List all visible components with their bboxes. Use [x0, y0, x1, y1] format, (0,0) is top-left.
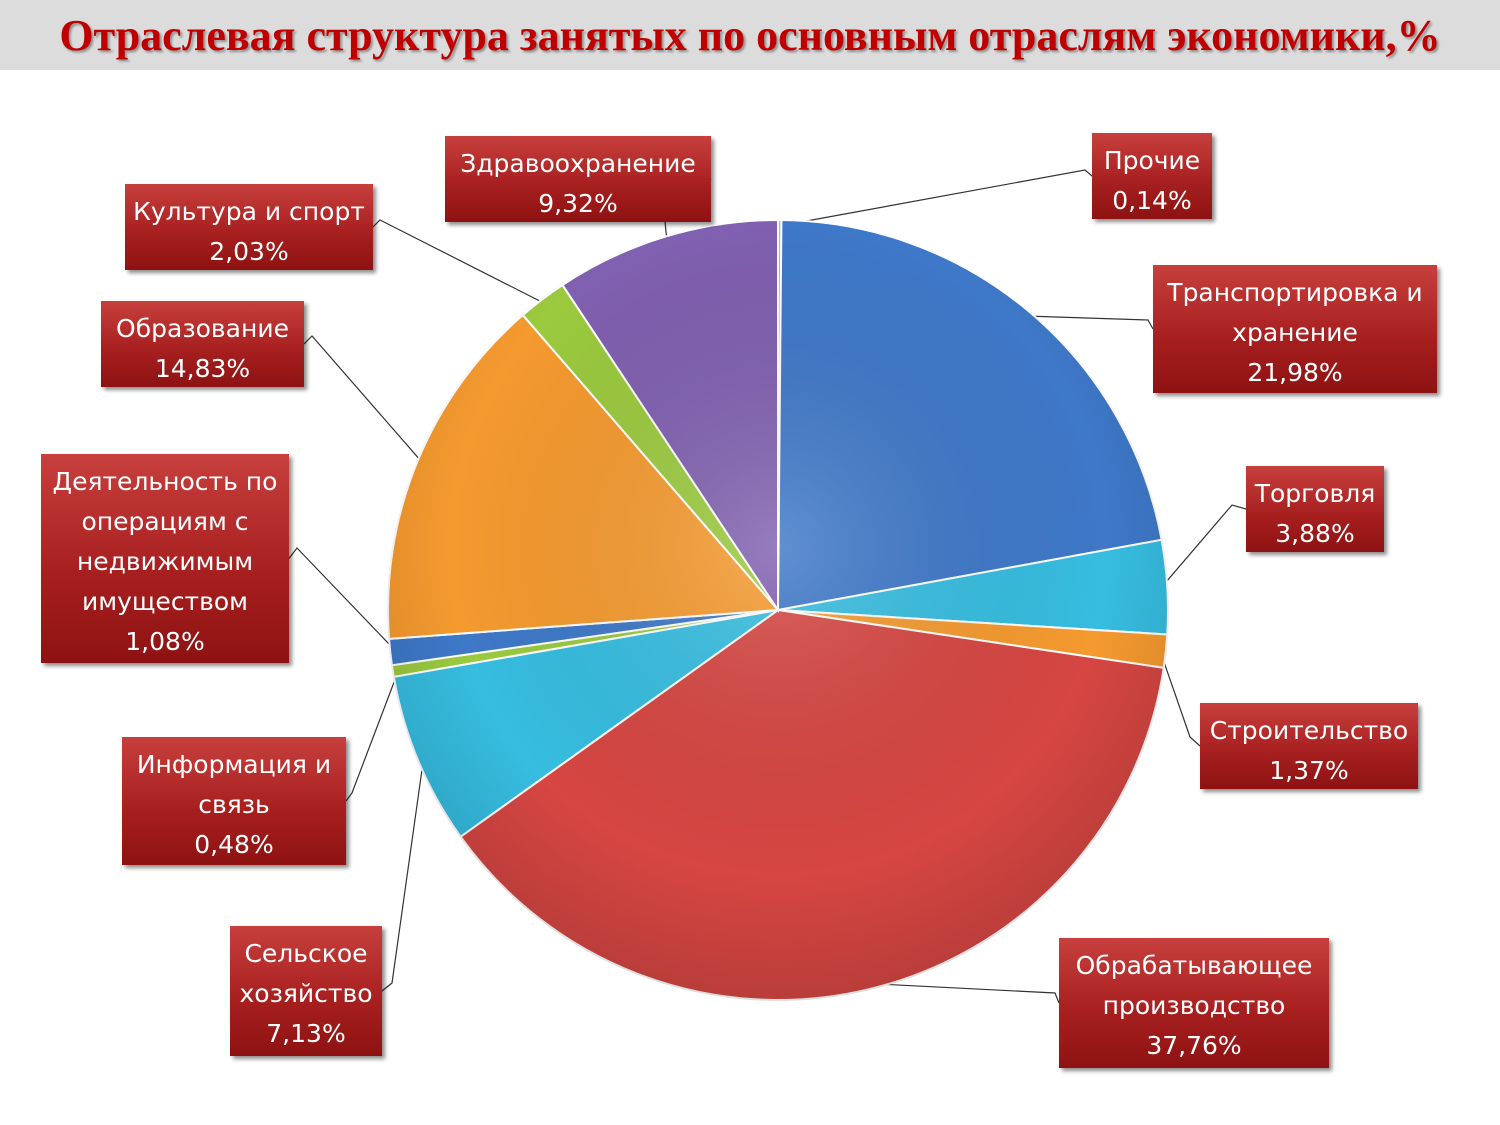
data-label-value: 21,98%: [1247, 358, 1343, 387]
data-label: Культура и спорт 2,03%: [125, 184, 373, 270]
data-label: Торговля 3,88%: [1246, 466, 1384, 552]
data-label: Сельское хозяйство 7,13%: [230, 926, 382, 1056]
data-label-value: 2,03%: [209, 237, 289, 266]
data-label: Здравоохранение 9,32%: [445, 136, 711, 222]
data-label-name: Деятельность по операциям с недвижимым и…: [52, 467, 278, 616]
data-label-value: 3,88%: [1275, 519, 1355, 548]
data-label-value: 7,13%: [266, 1019, 346, 1048]
data-label-name: Информация и связь: [136, 750, 332, 819]
data-label: Прочие 0,14%: [1092, 133, 1212, 219]
data-label-value: 0,14%: [1112, 186, 1192, 215]
data-label-name: Сельское хозяйство: [239, 939, 373, 1008]
data-label: Информация и связь 0,48%: [122, 737, 346, 865]
leader-line: [1161, 504, 1247, 588]
title-bar: [0, 0, 1500, 70]
leader-line: [372, 219, 546, 305]
data-label-name: Торговля: [1254, 479, 1376, 508]
leader-line: [779, 169, 1093, 227]
data-label-name: Строительство: [1209, 716, 1409, 745]
data-label: Деятельность по операциям с недвижимым и…: [41, 454, 289, 663]
data-label-name: Обрабатывающее производство: [1075, 951, 1313, 1020]
data-label-value: 37,76%: [1146, 1031, 1242, 1060]
leader-line: [288, 547, 397, 652]
data-label-value: 1,37%: [1269, 756, 1349, 785]
data-label-name: Прочие: [1103, 146, 1201, 175]
data-label-name: Здравоохранение: [460, 149, 696, 178]
leader-line: [345, 669, 400, 802]
data-label: Транспортировка и хранение 21,98%: [1153, 265, 1437, 393]
data-label-name: Образование: [116, 314, 289, 343]
data-label-value: 0,48%: [194, 830, 274, 859]
data-label-value: 14,83%: [154, 354, 251, 383]
leader-line: [303, 335, 424, 464]
pie-slices: [387, 218, 1169, 1001]
data-label-value: 1,08%: [125, 627, 205, 656]
leader-line: [867, 982, 1060, 1004]
leader-line: [1159, 650, 1201, 747]
data-label-name: Транспортировка и хранение: [1167, 278, 1423, 347]
data-label: Образование 14,83%: [101, 301, 304, 387]
data-label-value: 9,32%: [538, 189, 618, 218]
data-label: Обрабатывающее производство 37,76%: [1059, 938, 1329, 1068]
data-label: Строительство 1,37%: [1200, 703, 1418, 789]
leader-line: [381, 758, 425, 992]
data-label-name: Культура и спорт: [133, 197, 365, 226]
chart-title: Отраслевая структура занятых по основным…: [59, 11, 1441, 60]
